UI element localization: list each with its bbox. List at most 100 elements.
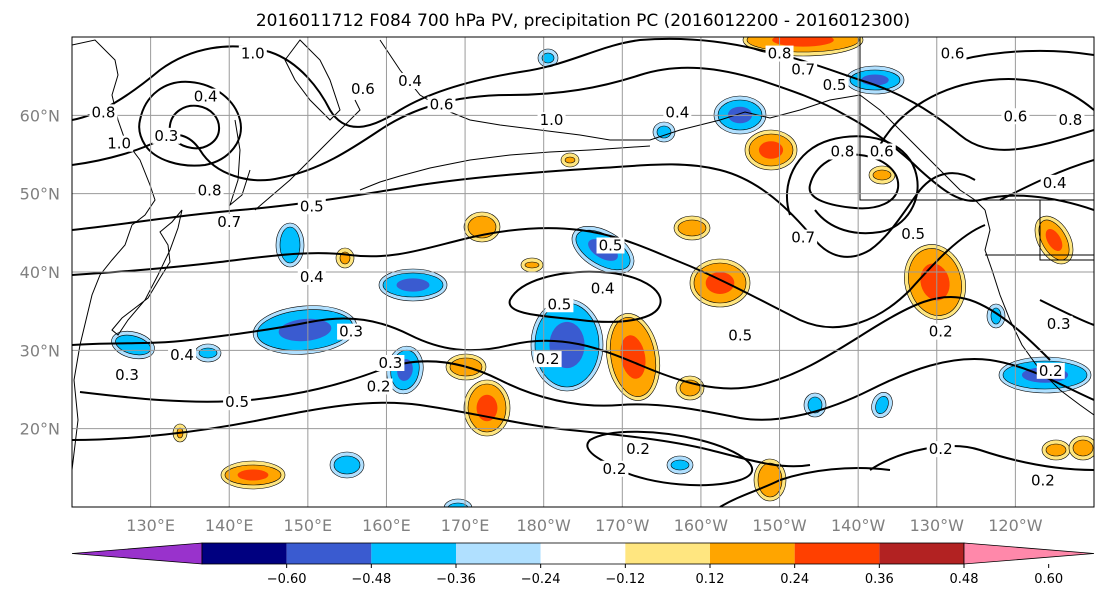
precip-anomaly-region (447, 502, 469, 507)
contour-labels: 1.00.40.81.0 0.30.6 0.40.61.0 0.40.8 0.60.70… (89, 45, 1085, 490)
precip-anomaly-region (476, 394, 498, 422)
precip-anomaly-region (861, 74, 889, 86)
contour-label-background (926, 323, 955, 340)
contour-label: 0.4 (665, 103, 689, 121)
precip-anomaly-region (677, 219, 707, 237)
contour-label: 0.6 (870, 143, 894, 161)
contour-label: 0.6 (430, 96, 454, 114)
contour-label-background (624, 441, 653, 458)
colorbar-segment (202, 543, 287, 564)
pv-contour (138, 80, 242, 167)
contour-label: 0.4 (591, 280, 615, 298)
contour-label-background (867, 143, 896, 160)
latitude-tick-label: 50°N (20, 185, 60, 204)
precip-anomaly-region (1045, 229, 1063, 251)
contour-label: 0.2 (367, 378, 391, 396)
contour-label: 0.2 (536, 350, 560, 368)
colorbar-segment (879, 543, 964, 564)
coastline-kamchatka (284, 39, 341, 121)
contour-label-background (337, 323, 366, 340)
contour-label: 0.8 (768, 45, 792, 63)
pv-contour (72, 66, 1094, 211)
contour-label-background (89, 104, 118, 121)
longitude-tick-label: 120°W (988, 516, 1043, 535)
contour-label-background (1001, 108, 1030, 125)
precip-anomaly-region (237, 469, 269, 481)
colorbar-tick-label: 0.12 (696, 572, 725, 587)
colorbar-tick-label: 0.48 (950, 572, 979, 587)
longitude-tick-label: 170°W (595, 516, 650, 535)
pv-contour (879, 78, 1094, 146)
contour-label: 0.6 (941, 45, 965, 63)
precip-anomaly-region (772, 37, 834, 47)
colorbar-segment (286, 543, 372, 564)
colorbar-segment (540, 543, 626, 564)
contour-label-background (1044, 315, 1073, 332)
contour-label: 0.5 (901, 225, 925, 243)
contour-label-background (1040, 174, 1069, 191)
chart-title: 2016011712 F084 700 hPa PV, precipitatio… (256, 11, 910, 31)
pv-contours (72, 37, 1094, 507)
contour-label-background (152, 127, 181, 144)
precip-anomaly-region (875, 395, 889, 415)
contour-label-background (789, 61, 818, 78)
pv-contour (72, 163, 976, 258)
colorbar-segment (794, 543, 880, 564)
contour-label: 0.5 (225, 393, 249, 411)
contour-label: 0.3 (378, 354, 402, 372)
contour-label: 0.3 (339, 323, 363, 341)
precip-anomaly-region (807, 396, 823, 414)
colorbar-segment (625, 543, 710, 564)
contour-label-background (195, 182, 224, 199)
colorbar-tick-label: −0.36 (436, 572, 476, 587)
contour-label: 0.3 (154, 127, 178, 145)
contour-label-background (297, 268, 326, 285)
contour-label: 0.7 (791, 60, 815, 78)
colorbar-tick-label: −0.24 (521, 572, 561, 587)
coastlines (72, 37, 1094, 471)
longitude-tick-label: 130°W (910, 516, 965, 535)
contour-label: 0.6 (1003, 107, 1027, 125)
longitude-tick-label: 140°W (831, 516, 886, 535)
contour-label: 0.6 (351, 80, 375, 98)
longitude-tick-labels: 130°E 140°E 150°E 160°E 170°E 180°W 170°W 160°W… (126, 516, 1042, 535)
contour-label-background (588, 280, 617, 297)
colorbar-tick-label: −0.12 (605, 572, 645, 587)
contour-label-background (926, 441, 955, 458)
contour-label: 1.0 (540, 111, 564, 129)
colorbar-segment (710, 543, 795, 564)
contour-label-background (820, 76, 849, 93)
precip-anomaly-region (198, 347, 218, 359)
contour-label: 0.7 (217, 213, 241, 231)
pv-contour (959, 49, 1094, 61)
contour-label-background (297, 198, 326, 215)
precip-anomaly-region (656, 125, 672, 139)
pv-contour (168, 104, 221, 150)
contour-label-background (600, 460, 629, 477)
precip-anomaly-region (1045, 443, 1067, 457)
pv-contour (79, 358, 1094, 421)
contour-label-background (223, 394, 252, 411)
coastline-bering-alaska (379, 39, 986, 211)
contour-label-background (726, 327, 755, 344)
contour-label-background (596, 237, 625, 254)
contour-label: 0.4 (170, 346, 194, 364)
coastline-east-asia (72, 39, 156, 471)
colorbar-tick-label: 0.60 (1034, 572, 1063, 587)
contour-label-background (364, 378, 393, 395)
contour-label: 0.5 (300, 197, 324, 215)
contour-label-background (191, 88, 220, 105)
precip-anomaly-region (920, 263, 950, 301)
contour-label: 0.5 (599, 237, 623, 255)
precip-anomaly-region (524, 261, 540, 269)
contour-label-background (376, 355, 405, 371)
longitude-tick-label: 170°E (441, 516, 490, 535)
colorbar-segment (456, 543, 541, 564)
contour-label: 0.2 (929, 323, 953, 341)
contour-label: 0.2 (626, 440, 650, 458)
colorbar-tick-label: −0.60 (267, 572, 307, 587)
pv-contour (869, 445, 1094, 471)
contour-label-background (899, 225, 928, 242)
precip-anomaly-region (1072, 439, 1094, 457)
